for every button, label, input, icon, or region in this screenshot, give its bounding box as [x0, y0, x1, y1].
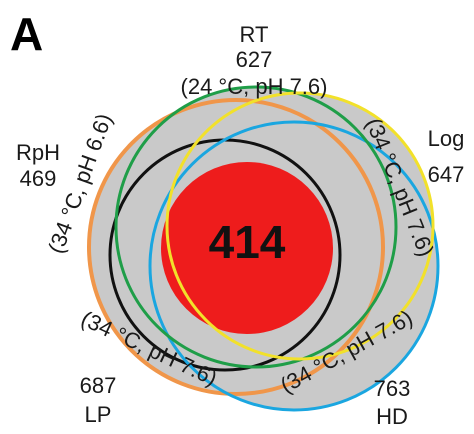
log-set-count: 647 — [428, 162, 465, 187]
lp-set-count: 687 — [80, 373, 117, 398]
log-set-circle — [165, 91, 435, 361]
core-count: 414 — [209, 216, 286, 268]
log-set-name: Log — [428, 126, 465, 151]
hd-set-name: HD — [376, 404, 408, 429]
rph-set-name: RpH — [16, 140, 60, 165]
rt-set-circle — [114, 85, 398, 369]
rt-label-group: RT 627 (24 °C, pH 7.6) — [181, 22, 328, 99]
rph-set-circle — [87, 98, 385, 396]
rt-set-count: 627 — [236, 47, 273, 72]
core-intersection-region — [161, 162, 333, 334]
lp-set-name: LP — [85, 402, 112, 427]
hd-set-circle — [148, 120, 440, 412]
rt-set-condition: (24 °C, pH 7.6) — [181, 74, 328, 99]
rt-set-name: RT — [240, 22, 269, 47]
panel-letter: A — [10, 8, 43, 60]
hd-set-count: 763 — [374, 376, 411, 401]
rph-set-count: 469 — [20, 166, 57, 191]
